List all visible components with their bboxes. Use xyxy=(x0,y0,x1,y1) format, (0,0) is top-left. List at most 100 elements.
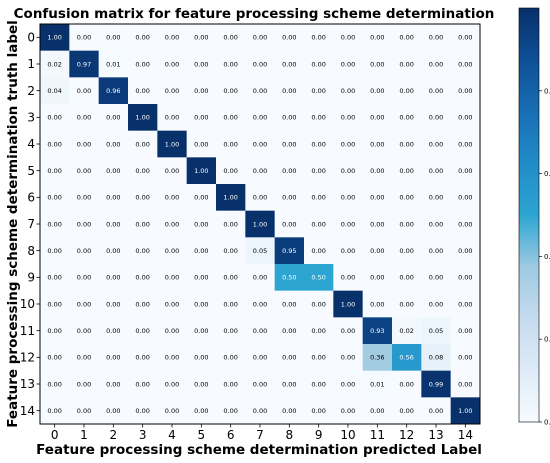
heatmap-cell xyxy=(333,77,363,105)
heatmap-cell xyxy=(40,130,70,158)
colorbar-tick-label: 0.2 xyxy=(544,336,550,344)
cell-value-label: 0.00 xyxy=(399,34,413,42)
cell-value-label: 0.00 xyxy=(106,247,120,255)
heatmap-cell xyxy=(98,130,129,158)
cell-value-label: 0.00 xyxy=(429,140,443,148)
cell-value-label: 0.02 xyxy=(47,60,61,68)
heatmap-cell xyxy=(245,130,275,158)
heatmap-cell xyxy=(421,24,451,51)
colorbar-tick-label: 0.0 xyxy=(544,419,550,427)
heatmap-cell xyxy=(157,264,187,291)
cell-value-label: 0.00 xyxy=(165,167,179,175)
heatmap-cell xyxy=(40,344,70,371)
heatmap-cell xyxy=(216,237,246,265)
heatmap-cell xyxy=(392,397,422,425)
cell-value-label: 0.00 xyxy=(165,407,179,415)
heatmap-cell xyxy=(333,184,363,211)
heatmap-cell xyxy=(245,50,275,78)
cell-value-label: 0.00 xyxy=(458,114,472,122)
heatmap-cell xyxy=(245,210,275,238)
cell-value-label: 0.00 xyxy=(253,114,267,122)
heatmap-cell xyxy=(392,317,422,345)
cell-value-label: 0.00 xyxy=(458,327,472,335)
cell-value-label: 0.00 xyxy=(399,300,413,308)
heatmap-cell xyxy=(333,24,363,51)
heatmap-cell xyxy=(304,264,334,291)
heatmap-cell xyxy=(128,77,158,105)
heatmap-cell xyxy=(186,397,217,425)
heatmap-cell xyxy=(69,184,99,211)
cell-value-label: 0.00 xyxy=(165,34,179,42)
cell-value-label: 0.08 xyxy=(429,354,443,362)
cell-value-label: 0.00 xyxy=(370,114,384,122)
cell-value-label: 0.00 xyxy=(77,114,91,122)
heatmap-cell xyxy=(40,184,70,211)
heatmap-cell xyxy=(69,370,99,398)
cell-value-label: 0.00 xyxy=(106,300,120,308)
x-tick-label: 0 xyxy=(51,428,59,442)
heatmap-cell xyxy=(392,264,422,291)
cell-value-label: 0.05 xyxy=(429,327,443,335)
heatmap-cell xyxy=(98,370,129,398)
heatmap-cell xyxy=(40,104,70,131)
cell-value-label: 0.00 xyxy=(223,167,237,175)
heatmap-cell xyxy=(128,184,158,211)
cell-value-label: 0.93 xyxy=(370,327,384,335)
cell-value-label: 0.99 xyxy=(429,380,443,388)
cell-value-label: 0.00 xyxy=(399,220,413,228)
heatmap-cell xyxy=(40,24,70,51)
heatmap-cell xyxy=(186,370,217,398)
cell-value-label: 0.00 xyxy=(370,247,384,255)
cell-value-label: 0.00 xyxy=(194,380,208,388)
heatmap-cell xyxy=(333,130,363,158)
cell-value-label: 0.00 xyxy=(223,87,237,95)
cell-value-label: 0.00 xyxy=(311,34,325,42)
cell-value-label: 0.00 xyxy=(282,220,296,228)
cell-value-label: 0.00 xyxy=(311,140,325,148)
heatmap-cell xyxy=(245,397,275,425)
heatmap-cell xyxy=(421,130,451,158)
cell-value-label: 0.00 xyxy=(253,194,267,202)
cell-value-label: 0.00 xyxy=(341,34,355,42)
heatmap-cell xyxy=(128,344,158,371)
heatmap-cell xyxy=(245,290,275,318)
cell-value-label: 0.00 xyxy=(223,220,237,228)
cell-value-label: 0.00 xyxy=(282,167,296,175)
cell-value-label: 0.00 xyxy=(77,407,91,415)
cell-value-label: 0.00 xyxy=(282,407,296,415)
cell-value-label: 1.00 xyxy=(253,220,267,228)
cell-value-label: 0.00 xyxy=(194,87,208,95)
heatmap-cell xyxy=(274,104,305,131)
heatmap-cell xyxy=(392,184,422,211)
heatmap-cell xyxy=(128,290,158,318)
cell-value-label: 0.00 xyxy=(165,300,179,308)
x-tick-label: 3 xyxy=(139,428,147,442)
cell-value-label: 0.00 xyxy=(311,114,325,122)
cell-value-label: 0.00 xyxy=(341,327,355,335)
cell-value-label: 0.04 xyxy=(47,87,61,95)
heatmap-cell xyxy=(450,210,481,238)
x-axis-label: Feature processing scheme determination … xyxy=(36,442,482,458)
cell-value-label: 0.00 xyxy=(106,274,120,282)
heatmap-cell xyxy=(304,157,334,185)
heatmap-cell xyxy=(392,370,422,398)
heatmap-cell xyxy=(304,344,334,371)
heatmap-cell xyxy=(392,130,422,158)
heatmap-cell xyxy=(157,50,187,78)
heatmap-cell xyxy=(69,104,99,131)
heatmap-cell xyxy=(392,24,422,51)
heatmap-cell xyxy=(40,237,70,265)
heatmap-cell xyxy=(245,184,275,211)
heatmap-cell xyxy=(274,237,305,265)
y-tick-label: 13 xyxy=(20,377,35,391)
heatmap-cell xyxy=(274,24,305,51)
cell-value-label: 0.00 xyxy=(429,87,443,95)
cell-value-label: 0.00 xyxy=(77,34,91,42)
cell-value-label: 0.00 xyxy=(341,140,355,148)
cell-value-label: 0.00 xyxy=(194,274,208,282)
heatmap-cell xyxy=(421,210,451,238)
cell-value-label: 0.00 xyxy=(458,220,472,228)
cell-value-label: 0.00 xyxy=(311,194,325,202)
heatmap-cell xyxy=(362,184,393,211)
cell-value-label: 0.95 xyxy=(282,247,296,255)
